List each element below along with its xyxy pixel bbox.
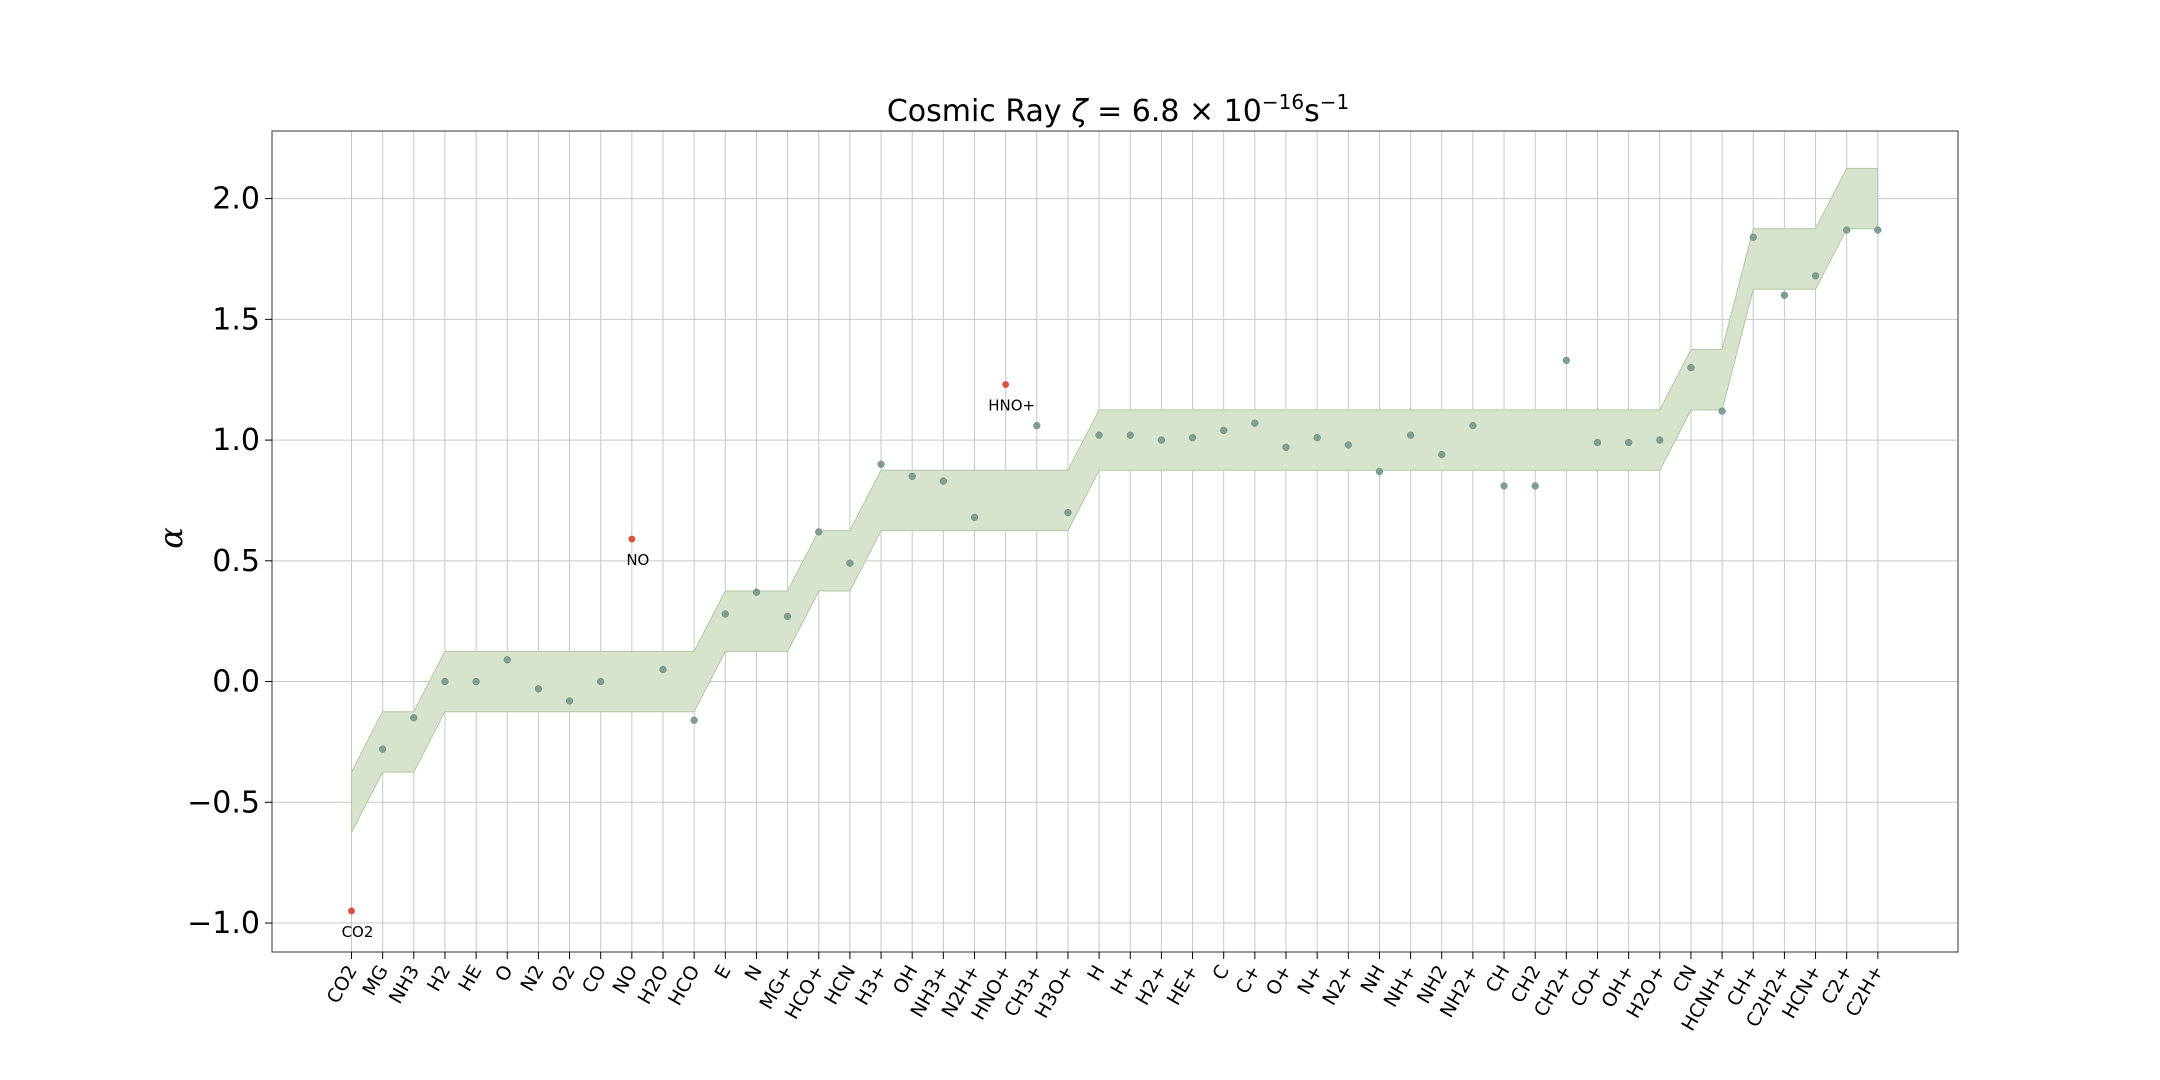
y-tick-label: 1.0 [212, 423, 260, 458]
data-point [1625, 438, 1633, 447]
data-point [1438, 450, 1446, 459]
outlier-label: CO2 [342, 923, 374, 941]
grid-lines [272, 131, 1958, 952]
outlier-point [1002, 381, 1010, 388]
y-tick-label: −0.5 [187, 785, 260, 820]
x-tick-label: CO2 [323, 962, 362, 1008]
data-point [1344, 441, 1352, 449]
data-point [939, 477, 947, 485]
data-point [1562, 356, 1570, 364]
outlier-annotations: CO2 NO HNO+ [342, 397, 1036, 941]
data-point [1375, 467, 1384, 476]
plot-frame [271, 130, 1959, 953]
x-tick-label: NH3 [385, 962, 424, 1008]
data-point [565, 697, 574, 705]
data-point [441, 677, 449, 686]
x-tick-label: O2 [547, 962, 580, 996]
outlier-label: NO [626, 551, 649, 569]
data-point [1406, 431, 1415, 439]
data-point [690, 716, 698, 724]
data-point [1500, 482, 1508, 490]
x-tick-label: N2 [517, 962, 549, 996]
x-tick-label: NH+ [1380, 962, 1421, 1011]
outlier-point [348, 907, 355, 915]
data-point [659, 665, 667, 674]
outlier-label: HNO+ [988, 397, 1035, 415]
data-point [472, 677, 480, 686]
data-point [1811, 272, 1820, 280]
outlier-point [628, 535, 636, 543]
data-point [1780, 291, 1789, 299]
x-tick-label: H2+ [1132, 962, 1172, 1010]
data-point [846, 559, 854, 567]
data-point [1718, 407, 1726, 415]
x-tick-label: H2 [423, 962, 455, 996]
y-axis-label: α [152, 527, 190, 549]
data-point [1251, 419, 1259, 427]
y-tick-label: 1.5 [212, 302, 260, 337]
x-tick-label: HCO [664, 962, 704, 1010]
data-point [815, 528, 823, 536]
data-point [877, 460, 885, 468]
data-point [1064, 508, 1072, 517]
data-point [752, 588, 761, 596]
confidence-band [351, 167, 1879, 833]
band-area [351, 167, 1879, 833]
y-tick-label: 0.0 [212, 665, 260, 700]
data-point [1469, 421, 1477, 430]
data-point [1313, 434, 1321, 442]
x-tick-label: H [1083, 962, 1109, 985]
data-point [534, 685, 543, 693]
data-point [721, 610, 729, 618]
data-point [503, 656, 511, 664]
x-tick-label: HCN [820, 962, 860, 1009]
y-tick-label: 2.0 [212, 182, 260, 217]
data-point [1126, 431, 1134, 439]
data-point [1282, 443, 1290, 451]
data-point [908, 472, 916, 480]
data-point [1843, 226, 1851, 234]
x-tick-label: HE+ [1163, 962, 1203, 1010]
chart-title: Cosmic Ray ζ = 6.8 × 10−16s−1 [887, 90, 1349, 129]
x-tick-label: C [1208, 962, 1234, 985]
data-point [1531, 482, 1539, 490]
data-point [1874, 226, 1882, 234]
data-point [379, 745, 387, 753]
data-points [348, 226, 1882, 915]
data-point [1749, 233, 1757, 241]
x-tick-label: C+ [1232, 962, 1266, 998]
data-point [970, 513, 979, 521]
x-tick-label: O [491, 962, 518, 986]
data-point [1687, 364, 1695, 372]
data-point [1220, 426, 1228, 435]
data-point [1656, 436, 1664, 444]
x-tick-label: N [741, 962, 767, 985]
x-tick-label: N2+ [1318, 962, 1358, 1010]
data-point [1157, 436, 1166, 444]
data-point [410, 714, 418, 722]
data-point [1033, 421, 1041, 430]
x-tick-label: O+ [1262, 962, 1296, 1000]
x-tick-label: HE [454, 962, 486, 996]
data-point [1593, 438, 1602, 447]
x-tick-label: H3+ [851, 962, 891, 1010]
y-tick-label: 0.5 [212, 544, 260, 579]
x-tick-label: CO [578, 962, 611, 997]
y-tick-label: −1.0 [187, 906, 260, 941]
data-point [1188, 434, 1197, 442]
data-point [783, 612, 792, 620]
data-point [597, 677, 605, 686]
y-axis-ticks: −1.0 −0.5 0.0 0.5 1.0 1.5 2.0 [187, 182, 272, 941]
data-point [1095, 431, 1103, 439]
x-tick-label: E [711, 962, 736, 983]
